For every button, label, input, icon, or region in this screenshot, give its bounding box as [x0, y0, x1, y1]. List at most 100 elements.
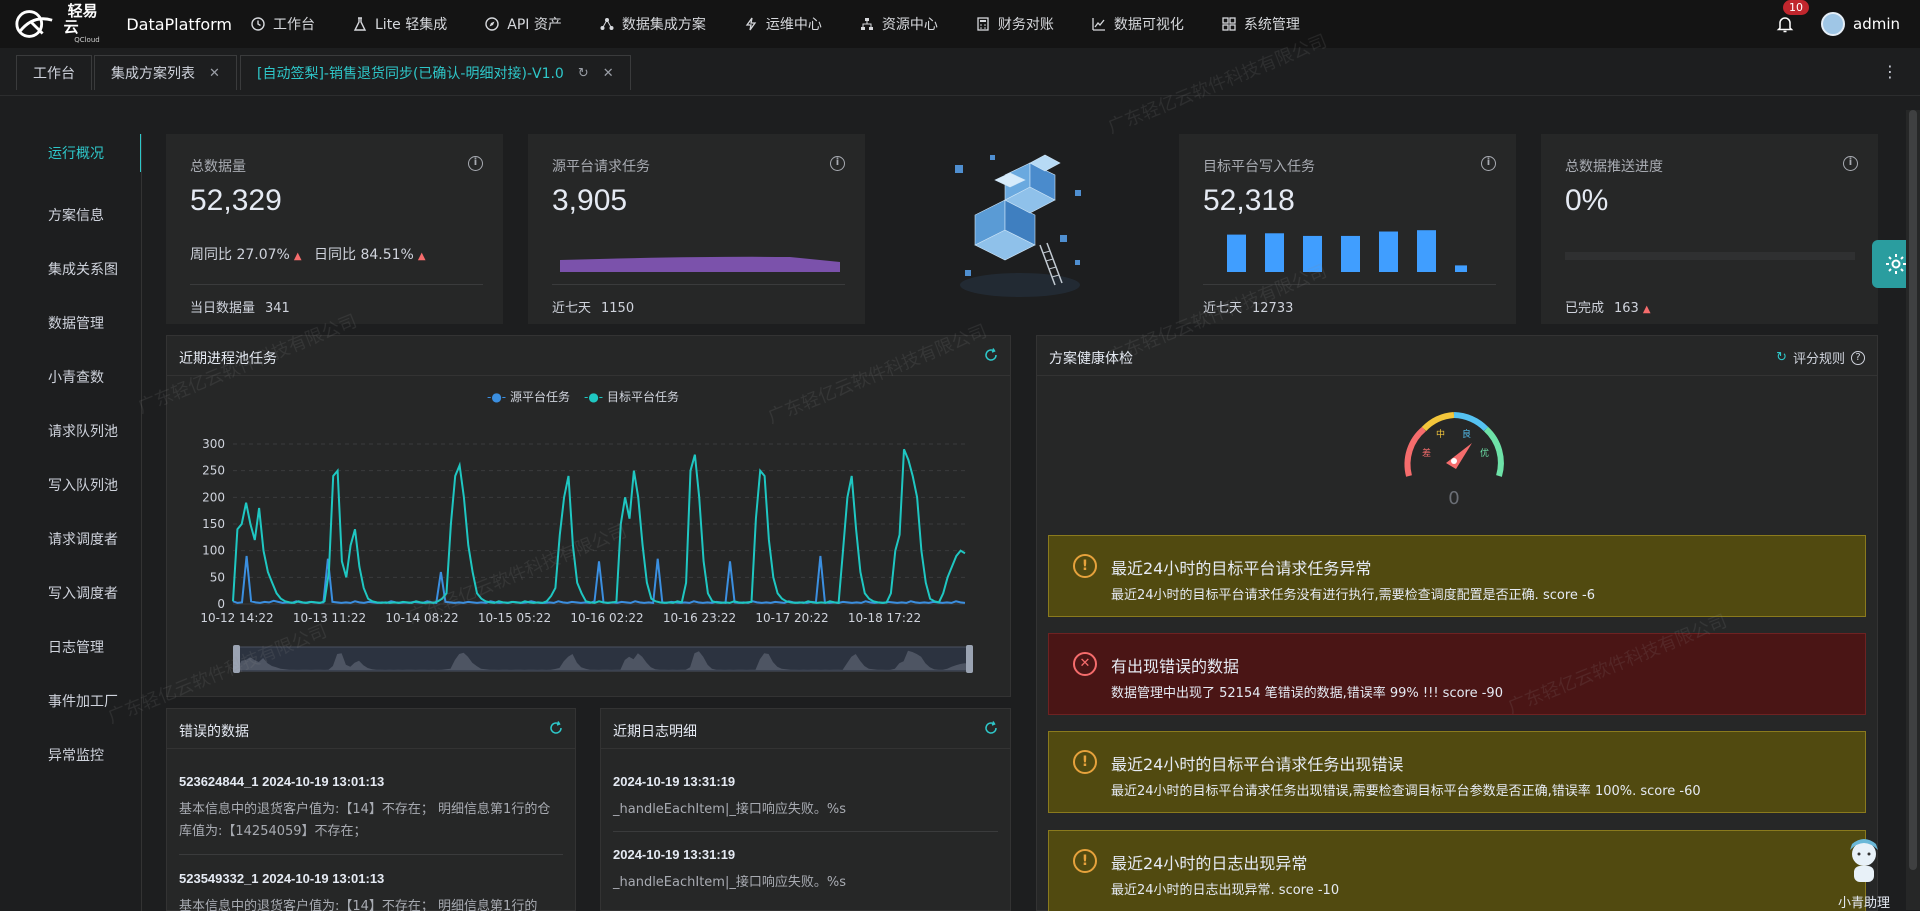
refresh-icon[interactable]: ↻: [577, 65, 589, 81]
list-item[interactable]: 2024-10-19 13:31:19 _handleEachItem|_接口响…: [613, 774, 998, 821]
avatar: [1821, 12, 1845, 36]
tab-integration-list[interactable]: 集成方案列表 ✕: [94, 55, 237, 90]
user-menu[interactable]: admin: [1821, 12, 1900, 36]
nav-label: 资源中心: [881, 17, 938, 33]
assistant-label: 小青助理: [1837, 896, 1890, 911]
foot-label: 近七天: [1203, 301, 1243, 316]
sidebar-item-scheme-info[interactable]: 方案信息: [48, 208, 104, 224]
stat-card-total: 总数据量 i 52,329 周同比 27.07% ▲ 日同比 84.51% ▲ 当日…: [166, 134, 503, 324]
target-bar-sparkline: [1227, 230, 1467, 272]
data-cubes-illustration: [955, 154, 1081, 297]
nav-finance[interactable]: 财务对账: [957, 0, 1073, 48]
nav-label: 工作台: [273, 17, 315, 33]
entry-text: _handleEachItem|_接口响应失败。%s: [613, 875, 846, 890]
refresh-icon[interactable]: [984, 721, 998, 735]
logo-text: 轻易云 QCloud: [64, 4, 111, 45]
tab-label: [自动签梨]-销售退货同步(已确认-明细对接)-V1.0: [257, 66, 564, 82]
entry-text: 基本信息中的退货客户值为:【14】不存在； 明细信息第1行的: [179, 899, 538, 911]
tab-current-scheme[interactable]: [自动签梨]-销售退货同步(已确认-明细对接)-V1.0 ↻ ✕: [240, 55, 631, 90]
sidebar-item-logs[interactable]: 日志管理: [48, 640, 104, 656]
stat-value: 3,905: [552, 184, 628, 217]
page-tabs: 工作台 集成方案列表 ✕ [自动签梨]-销售退货同步(已确认-明细对接)-V1.…: [0, 48, 1920, 96]
zoom-handle-left[interactable]: [233, 645, 240, 673]
panel-divider: [167, 375, 1010, 376]
info-icon[interactable]: i: [1481, 156, 1496, 171]
stat-title: 源平台请求任务: [552, 159, 650, 175]
y-tick-label: 0: [217, 597, 225, 611]
info-icon[interactable]: i: [468, 156, 483, 171]
score-rules-link[interactable]: ↻ 评分规则 ?: [1776, 348, 1865, 367]
app-name: DataPlatform: [126, 14, 232, 34]
sidebar-item-query[interactable]: 小青查数: [48, 370, 104, 386]
scroll-thumb[interactable]: [1909, 110, 1917, 870]
sidebar-item-write-scheduler[interactable]: 写入调度者: [48, 586, 118, 602]
sidebar-item-overview[interactable]: 运行概况: [0, 134, 142, 172]
legend-item-source[interactable]: -●- 源平台任务: [487, 390, 570, 404]
panel-divider: [167, 748, 575, 749]
logo[interactable]: 轻易云 QCloud DataPlatform: [0, 4, 232, 44]
close-icon[interactable]: ✕: [209, 65, 220, 81]
sidebar-item-request-queue[interactable]: 请求队列池: [48, 424, 118, 440]
nav-resources[interactable]: 资源中心: [841, 0, 957, 48]
sidebar-item-data-mgmt[interactable]: 数据管理: [48, 316, 104, 332]
refresh-icon[interactable]: [549, 721, 563, 735]
close-icon[interactable]: ✕: [602, 65, 614, 81]
nav-system[interactable]: 系统管理: [1203, 0, 1319, 48]
sparkline-bar: [1417, 230, 1436, 272]
notification-button[interactable]: 10: [1775, 0, 1809, 34]
divider: [190, 284, 483, 285]
divider: [613, 831, 998, 832]
sidebar-item-event-factory[interactable]: 事件加工厂: [48, 694, 118, 710]
tab-label: 集成方案列表: [111, 66, 195, 82]
more-icon[interactable]: ⋮: [1882, 62, 1898, 81]
tab-workbench[interactable]: 工作台: [16, 55, 92, 90]
stat-card-source: 源平台请求任务 i 3,905 近七天 1150: [528, 134, 865, 324]
nav-ops[interactable]: 运维中心: [725, 0, 841, 48]
panel-divider: [1037, 375, 1877, 376]
zoom-handle-right[interactable]: [966, 645, 973, 673]
refresh-icon[interactable]: [984, 348, 998, 362]
list-item[interactable]: 523624844_1 2024-10-19 13:01:13 基本信息中的退货…: [179, 774, 563, 843]
divider: [1203, 284, 1496, 285]
nav-workbench[interactable]: 工作台: [232, 0, 334, 48]
legend-label: 源平台任务: [509, 390, 570, 404]
scrollbar[interactable]: [1906, 110, 1920, 910]
entry-title: 2024-10-19 13:31:19: [613, 847, 736, 862]
sidebar-divider: [141, 134, 142, 911]
stat-title: 总数据量: [190, 159, 246, 175]
info-icon[interactable]: i: [830, 156, 845, 171]
gauge-label-excellent: 优: [1480, 447, 1489, 459]
warning-icon: !: [1073, 554, 1097, 578]
nav-integration[interactable]: 数据集成方案: [581, 0, 725, 48]
divider: [179, 854, 563, 855]
sidebar-item-exception[interactable]: 异常监控: [48, 748, 104, 764]
sidebar-item-write-queue[interactable]: 写入队列池: [48, 478, 118, 494]
sidebar: 运行概况 方案信息 集成关系图 数据管理 小青查数 请求队列池 写入队列池 请求…: [0, 134, 142, 782]
alert-desc: 数据管理中出现了 52154 笔错误的数据,错误率 99% !!! score …: [1111, 686, 1503, 701]
foot-label: 当日数据量: [190, 301, 256, 316]
info-icon[interactable]: i: [1843, 156, 1858, 171]
nav-label: 系统管理: [1243, 17, 1300, 33]
nav-lite[interactable]: Lite 轻集成: [334, 0, 466, 48]
nodes-icon: [600, 18, 614, 30]
series-line-0: [232, 555, 966, 605]
nav-visualization[interactable]: 数据可视化: [1073, 0, 1203, 48]
username: admin: [1853, 15, 1900, 33]
alert-title: 最近24小时的日志出现异常: [1111, 854, 1308, 873]
y-tick-label: 150: [202, 517, 225, 531]
x-tick-label: 10-16 23:22: [663, 611, 736, 625]
sidebar-item-relation[interactable]: 集成关系图: [48, 262, 118, 278]
panel-title: 错误的数据: [179, 724, 249, 740]
list-item[interactable]: 2024-10-19 13:31:19 _handleEachItem|_接口响…: [613, 847, 998, 894]
assistant-button[interactable]: 小青助理: [1832, 836, 1896, 911]
legend-item-target[interactable]: -●- 目标平台任务: [583, 390, 679, 404]
entry-text: 基本信息中的退货客户值为:【14】不存在； 明细信息第1行的仓库值为:【1425…: [179, 802, 551, 839]
entry-title: 523624844_1 2024-10-19 13:01:13: [179, 774, 385, 789]
entry-title: 2024-10-19 13:31:19: [613, 774, 736, 789]
foot-value: 1150: [601, 301, 635, 316]
flask-icon: [353, 17, 367, 31]
nav-api-assets[interactable]: API 资产: [466, 0, 581, 48]
sidebar-item-request-scheduler[interactable]: 请求调度者: [48, 532, 118, 548]
list-item[interactable]: 523549332_1 2024-10-19 13:01:13 基本信息中的退货…: [179, 871, 563, 911]
x-tick-label: 10-18 17:22: [848, 611, 921, 625]
